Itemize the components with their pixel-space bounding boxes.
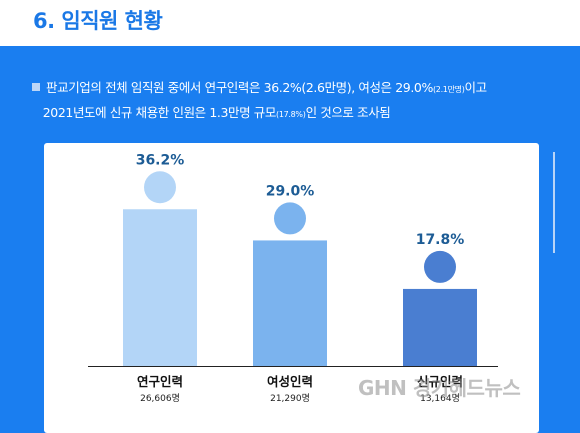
sub-label-2: 21,290명 [270,393,310,404]
description-line1-text: 판교기업의 전체 임직원 중에서 연구인력은 36.2%(2.6만명), 여성은… [46,80,433,95]
decorative-line [553,152,555,253]
watermark-logo: GHN 경기헤드뉴스 [358,376,521,400]
sub-label-1: 26,606명 [140,393,180,404]
description-line-2: 2021년도에 신규 채용한 인원은 1.3만명 규모(17.8%)인 것으로 … [32,101,552,126]
value-label-2: 29.0% [266,183,315,199]
value-label-3: 17.8% [416,232,465,248]
bar-2 [253,240,327,366]
description-line1-end: 이고 [464,80,488,95]
bar-cap-circle-2 [274,202,306,235]
value-label-1: 36.2% [136,152,185,168]
description-line2-text: 2021년도에 신규 채용한 인원은 1.3만명 규모 [42,105,277,120]
description-line2-small: (17.8%) [276,110,306,119]
category-label-1: 연구인력 [137,374,183,389]
description-line-1: 판교기업의 전체 임직원 중에서 연구인력은 36.2%(2.6만명), 여성은… [32,76,552,101]
header-bar: 6. 임직원 현황 [0,0,580,46]
description-line2-end: 인 것으로 조사됨 [305,105,391,120]
bar-chart: 36.2% 연구인력 26,606명 29.0% 여성인력 21,290명 17.8% 신규인… [88,152,498,404]
description-line1-small: (2.1만명) [432,85,465,94]
description-text: 판교기업의 전체 임직원 중에서 연구인력은 36.2%(2.6만명), 여성은… [32,76,552,126]
bar-cap-circle-1 [144,171,176,204]
square-bullet-icon [32,83,40,91]
sub-label-3: 13,164명 [420,393,460,404]
bar-3 [403,288,477,366]
bar-1 [123,209,197,366]
bar-cap-circle-3 [424,250,456,283]
page-title: 6. 임직원 현황 [33,9,163,33]
category-label-3: 신규인력 [417,374,463,389]
category-label-2: 여성인력 [267,374,313,389]
chart-card: 36.2% 연구인력 26,606명 29.0% 여성인력 21,290명 17.8% 신규인… [44,143,539,433]
